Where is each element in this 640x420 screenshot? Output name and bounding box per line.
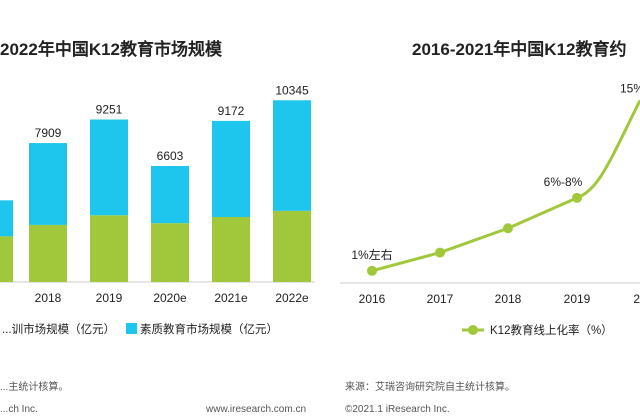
bar-segment <box>90 119 128 216</box>
x-tick-labels: 7201820192020e2021e2022e <box>35 291 309 305</box>
legend: K12教育线上化率（%） <box>462 323 613 337</box>
x-tick-label: 2019 <box>564 292 591 306</box>
x-tick-label: 20 <box>633 292 640 306</box>
bar-segment <box>29 224 67 282</box>
total-label: 6603 <box>157 149 184 163</box>
x-tick-label: 2018 <box>35 291 62 305</box>
bar-segment <box>212 217 250 282</box>
total-label: 10345 <box>275 83 309 97</box>
copyright-note: ©2021.1 iResearch Inc. <box>345 404 450 415</box>
total-label: 9251 <box>96 103 123 117</box>
points-layer <box>367 192 582 276</box>
x-tick-label: 2019 <box>96 291 123 305</box>
x-tick-labels: 2016 2017 2018 2019 20 <box>359 292 640 306</box>
legend-swatch <box>126 323 137 334</box>
bar-segment <box>273 100 311 211</box>
series-line <box>371 99 640 273</box>
legend-label: K12教育线上化率（%） <box>490 323 613 337</box>
chart-title: 2022年中国K12教育市场规模 <box>0 39 223 59</box>
data-point <box>367 265 377 276</box>
bar-segment <box>212 120 250 218</box>
x-tick-label: 2017 <box>427 292 454 306</box>
bar-segment <box>151 166 189 224</box>
line-chart: 2016-2021年中国K12教育约 1%左右 6%-8% 15% 2016 2017… <box>340 39 640 415</box>
x-tick-label: 2016 <box>359 292 386 306</box>
total-label: 7909 <box>35 126 62 140</box>
bar-segment <box>273 210 311 282</box>
data-point <box>435 247 445 258</box>
point-label: 15% <box>620 82 640 96</box>
data-point <box>572 192 582 203</box>
bar-segment <box>151 223 189 282</box>
point-labels: 1%左右 6%-8% 15% <box>351 82 640 262</box>
chart-title: 2016-2021年中国K12教育约 <box>412 39 626 59</box>
website-url: www.iresearch.com.cn <box>205 404 306 415</box>
legend: ...训市场规模（亿元） 素质教育市场规模（亿元） <box>2 322 278 336</box>
point-label: 1%左右 <box>351 247 392 262</box>
legend-label: ...训市场规模（亿元） <box>2 322 115 336</box>
x-tick-label: 2020e <box>153 291 187 305</box>
bar-segment <box>0 200 13 237</box>
bar-segment <box>0 236 13 282</box>
legend-label: 素质教育市场规模（亿元） <box>140 322 278 336</box>
total-labels: 5790992516603917210345 <box>35 83 309 163</box>
total-label: 9172 <box>218 104 245 118</box>
point-label: 6%-8% <box>544 175 583 189</box>
bars-layer <box>0 100 311 282</box>
data-point <box>503 223 513 234</box>
x-tick-label: 2022e <box>275 291 309 305</box>
x-tick-label: 2018 <box>495 292 522 306</box>
copyright-note: ...ch Inc. <box>0 404 38 415</box>
source-note: ...主统计核算。 <box>0 380 68 393</box>
bar-segment <box>90 215 128 282</box>
x-tick-label: 2021e <box>214 291 248 305</box>
bar-chart: 2022年中国K12教育市场规模 7201820192020e2021e2022… <box>0 39 315 415</box>
bar-segment <box>29 143 67 225</box>
source-note: 来源：艾瑞咨询研究院自主统计核算。 <box>345 380 515 393</box>
legend-marker <box>468 325 478 335</box>
